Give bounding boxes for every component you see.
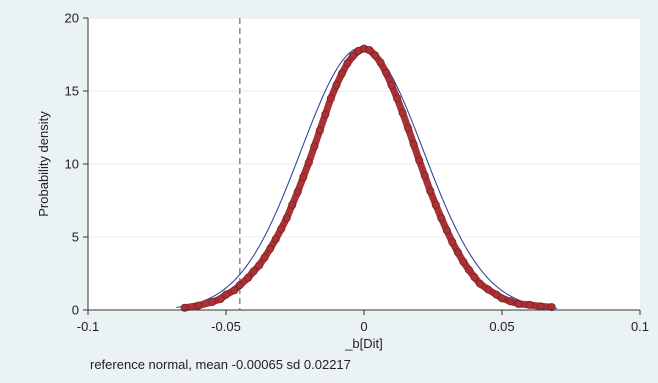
data-point-6	[235, 281, 244, 290]
data-point-18	[304, 158, 313, 167]
data-point-57	[547, 303, 556, 312]
y-tick-label-3: 15	[65, 84, 79, 99]
data-point-13	[277, 224, 286, 233]
data-point-29	[365, 46, 374, 55]
data-point-12	[271, 235, 280, 244]
data-point-54	[514, 299, 523, 308]
data-point-4	[221, 290, 230, 299]
data-point-33	[387, 81, 396, 90]
data-point-25	[343, 59, 352, 68]
data-point-35	[398, 108, 407, 117]
data-point-37	[409, 140, 418, 149]
data-point-50	[484, 285, 493, 294]
x-tick-label-4: 0.1	[631, 319, 649, 334]
data-point-38	[415, 156, 424, 165]
data-point-48	[470, 273, 479, 282]
data-point-44	[448, 238, 457, 247]
data-point-52	[497, 294, 506, 303]
data-point-43	[442, 226, 451, 235]
x-tick-label-2: 0	[360, 319, 367, 334]
data-point-41	[431, 200, 440, 209]
data-point-45	[453, 248, 462, 257]
y-axis-title: Probability density	[36, 111, 51, 217]
data-point-30	[371, 51, 380, 60]
data-point-9	[255, 261, 264, 270]
data-point-19	[310, 142, 319, 151]
x-tick-label-1: -0.05	[211, 319, 241, 334]
data-point-24	[337, 69, 346, 78]
data-point-15	[288, 200, 297, 209]
y-tick-label-1: 5	[72, 230, 79, 245]
data-point-21	[321, 110, 330, 119]
x-tick-label-0: -0.1	[77, 319, 99, 334]
data-point-23	[332, 81, 341, 90]
data-point-11	[266, 244, 275, 253]
chart-note: reference normal, mean -0.00065 sd 0.022…	[90, 357, 351, 372]
data-point-17	[299, 173, 308, 182]
data-point-26	[348, 51, 357, 60]
data-point-49	[475, 279, 484, 288]
data-point-53	[506, 297, 515, 306]
data-point-39	[420, 171, 429, 180]
data-point-40	[426, 187, 435, 196]
data-point-32	[382, 68, 391, 77]
y-tick-label-0: 0	[72, 303, 79, 318]
data-point-2	[208, 297, 217, 306]
data-point-55	[525, 300, 534, 309]
data-point-1	[194, 301, 203, 310]
data-point-36	[404, 124, 413, 133]
data-point-42	[437, 214, 446, 223]
data-point-5	[230, 286, 239, 295]
x-tick-label-3: 0.05	[489, 319, 514, 334]
data-point-31	[376, 58, 385, 67]
data-point-56	[536, 302, 545, 311]
data-point-34	[393, 94, 402, 103]
data-point-20	[315, 126, 324, 135]
y-tick-label-4: 20	[65, 11, 79, 26]
data-point-16	[293, 187, 302, 196]
data-point-51	[492, 290, 501, 299]
axes-layer: 0 5 10 15 20 -0.1 -0.05 0 0.05 0.1	[65, 11, 650, 335]
data-point-10	[260, 253, 269, 262]
data-point-7	[244, 273, 253, 282]
data-point-47	[464, 265, 473, 274]
data-point-14	[282, 214, 291, 223]
data-point-8	[249, 267, 258, 276]
y-tick-label-2: 10	[65, 157, 79, 172]
data-point-46	[459, 257, 468, 266]
data-point-22	[326, 94, 335, 103]
data-point-3	[216, 295, 225, 304]
x-axis-title: _b[Dit]	[344, 336, 383, 351]
points-layer	[180, 44, 556, 312]
